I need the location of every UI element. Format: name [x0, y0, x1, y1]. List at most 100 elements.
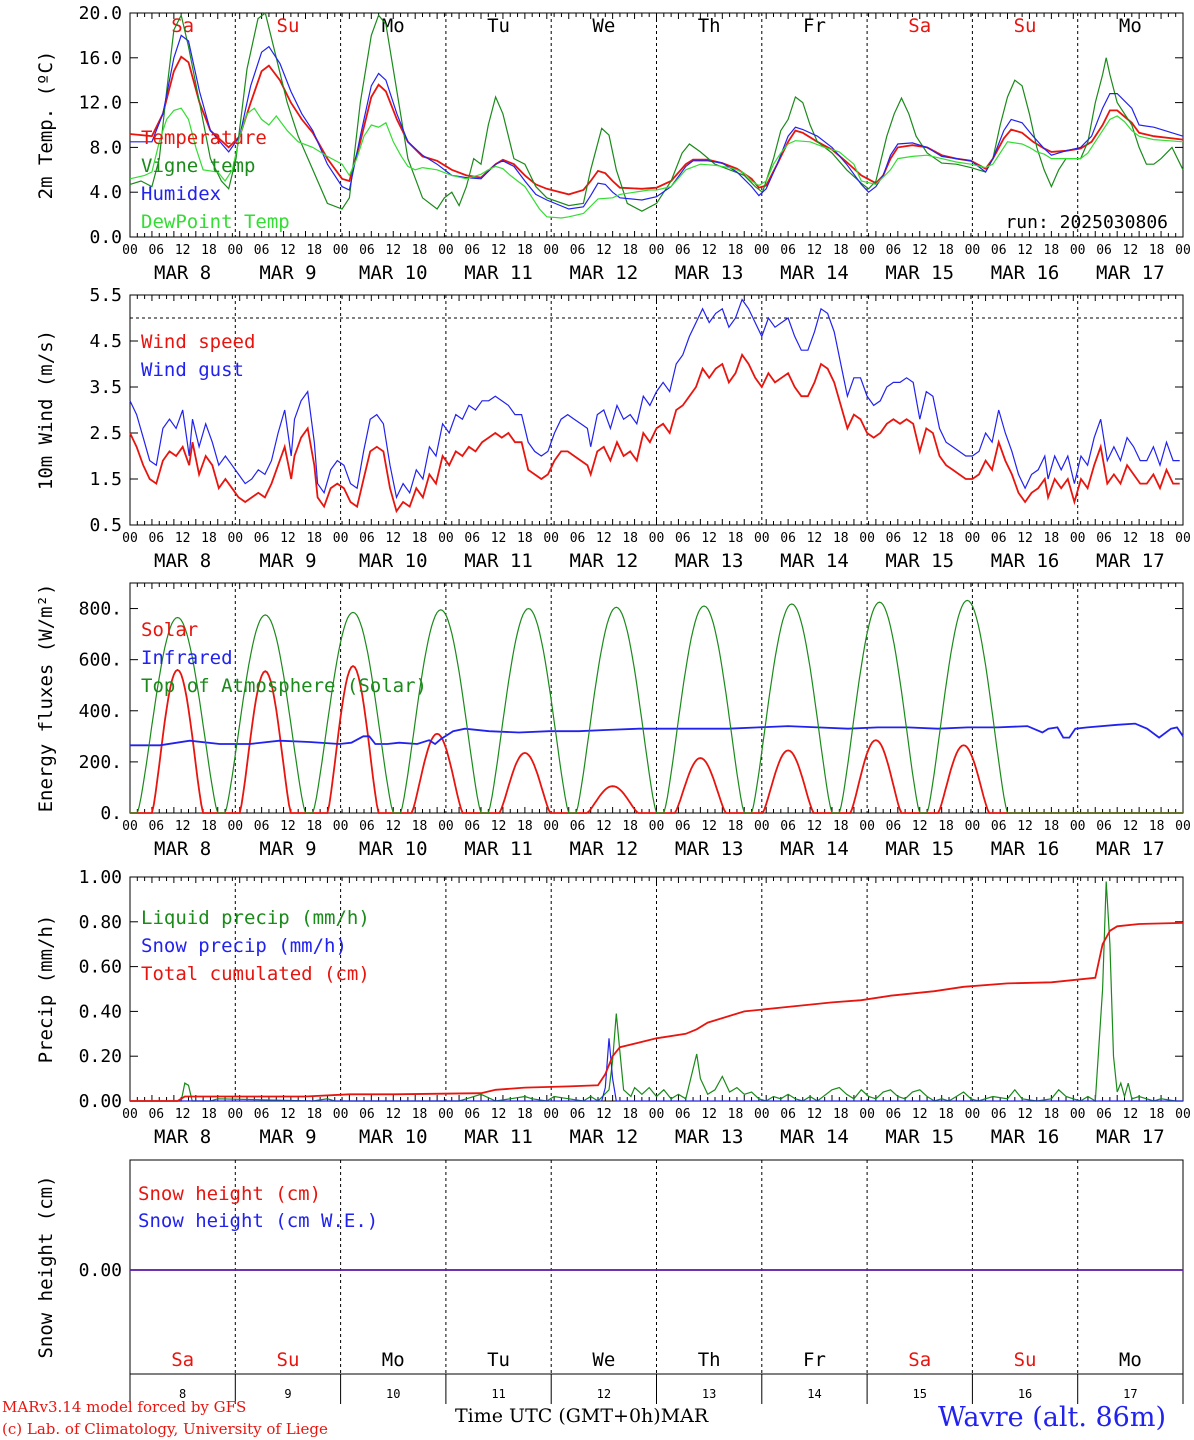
hour-tick-label: 06: [570, 243, 586, 258]
hour-tick-label: 12: [1123, 243, 1139, 258]
y-tick-label: 12.0: [79, 93, 122, 114]
day-name: Th: [698, 1349, 721, 1371]
series-line-wind-gust: [129, 298, 1180, 500]
y-tick-label: 20.0: [79, 3, 122, 24]
legend-entry: Wind gust: [141, 359, 244, 381]
day-number: 14: [807, 1387, 821, 1401]
hour-tick-label: 06: [675, 243, 691, 258]
date-label: MAR 8: [154, 838, 211, 860]
y-tick-label: 8.0: [89, 137, 122, 158]
hour-tick-label: 12: [280, 1107, 296, 1122]
hour-tick-label: 18: [1149, 531, 1165, 546]
date-label: MAR 13: [675, 262, 744, 284]
day-number: 13: [702, 1387, 716, 1401]
y-tick-label: 0.00: [79, 1091, 122, 1112]
hour-tick-label: 00: [965, 819, 981, 834]
hour-tick-label: 18: [517, 531, 533, 546]
hour-tick-label: 06: [254, 243, 270, 258]
y-tick-label: 600.: [79, 650, 122, 671]
y-tick-label: 5.5: [89, 285, 122, 306]
hour-tick-label: 06: [886, 1107, 902, 1122]
hour-tick-label: 00: [1175, 243, 1191, 258]
hour-tick-label: 18: [517, 243, 533, 258]
hour-tick-label: 00: [754, 819, 770, 834]
legend-entry: Vigne temp: [141, 155, 255, 177]
run-annotation: run: 2025030806: [1005, 212, 1168, 233]
hour-tick-label: 06: [464, 243, 480, 258]
hour-tick-label: 12: [596, 243, 612, 258]
hour-tick-label: 06: [570, 819, 586, 834]
hour-tick-label: 00: [227, 243, 243, 258]
hour-tick-label: 06: [464, 819, 480, 834]
hour-tick-label: 12: [491, 1107, 507, 1122]
date-label: MAR 11: [464, 1126, 533, 1148]
hour-tick-label: 12: [175, 531, 191, 546]
y-tick-label: 3.5: [89, 377, 122, 398]
hour-tick-label: 00: [543, 531, 559, 546]
day-number: 12: [597, 1387, 611, 1401]
hour-tick-label: 00: [122, 531, 138, 546]
hour-tick-label: 18: [833, 243, 849, 258]
day-name: Mo: [1119, 1349, 1142, 1371]
hour-tick-label: 00: [1175, 1107, 1191, 1122]
date-label: MAR 13: [675, 838, 744, 860]
hour-tick-label: 18: [1044, 531, 1060, 546]
hour-tick-label: 12: [175, 1107, 191, 1122]
hour-tick-label: 18: [412, 531, 428, 546]
y-axis-label: 10m Wind (m/s): [35, 330, 57, 490]
hour-tick-label: 06: [780, 531, 796, 546]
hour-tick-label: 00: [859, 531, 875, 546]
hour-tick-label: 12: [1123, 531, 1139, 546]
hour-tick-label: 12: [491, 819, 507, 834]
hour-tick-label: 00: [333, 819, 349, 834]
hour-tick-label: 12: [701, 1107, 717, 1122]
hour-tick-label: 00: [1175, 819, 1191, 834]
day-name: Su: [277, 1349, 300, 1371]
hour-tick-label: 12: [912, 1107, 928, 1122]
hour-tick-label: 06: [780, 819, 796, 834]
day-number: 15: [913, 1387, 927, 1401]
hour-tick-label: 12: [385, 819, 401, 834]
hour-tick-label: 06: [886, 531, 902, 546]
hour-tick-label: 06: [148, 819, 164, 834]
hour-tick-label: 18: [833, 1107, 849, 1122]
hour-tick-label: 06: [359, 531, 375, 546]
date-label: MAR 10: [359, 1126, 428, 1148]
y-axis-label: 2m Temp. (ºC): [35, 51, 57, 200]
hour-tick-label: 18: [938, 819, 954, 834]
hour-tick-label: 18: [622, 243, 638, 258]
hour-tick-label: 18: [517, 1107, 533, 1122]
day-name: Sa: [171, 15, 194, 37]
day-name: Mo: [1119, 15, 1142, 37]
hour-tick-label: 00: [438, 243, 454, 258]
hour-tick-label: 06: [1096, 243, 1112, 258]
x-axis-month: MAR: [660, 1405, 709, 1427]
hour-tick-label: 00: [227, 531, 243, 546]
hour-tick-label: 18: [1044, 819, 1060, 834]
date-label: MAR 11: [464, 550, 533, 572]
y-tick-label: 0.20: [79, 1046, 122, 1067]
hour-tick-label: 18: [833, 819, 849, 834]
hour-tick-label: 18: [622, 531, 638, 546]
y-axis-label: Precip (mm/h): [35, 915, 57, 1064]
hour-tick-label: 18: [1149, 243, 1165, 258]
hour-tick-label: 12: [701, 531, 717, 546]
hour-tick-label: 12: [807, 1107, 823, 1122]
hour-tick-label: 00: [122, 243, 138, 258]
hour-tick-label: 18: [1044, 1107, 1060, 1122]
day-number: 11: [491, 1387, 505, 1401]
y-tick-label: 16.0: [79, 48, 122, 69]
series-line-total-cumulated-cm-: [130, 922, 1184, 1102]
hour-tick-label: 00: [543, 1107, 559, 1122]
hour-tick-label: 00: [543, 243, 559, 258]
hour-tick-label: 12: [280, 819, 296, 834]
legend-entry: Wind speed: [141, 331, 255, 353]
hour-tick-label: 06: [464, 1107, 480, 1122]
hour-tick-label: 12: [1017, 1107, 1033, 1122]
date-label: MAR 8: [154, 1126, 211, 1148]
day-name: Mo: [382, 15, 405, 37]
hour-tick-label: 12: [491, 531, 507, 546]
hour-tick-label: 06: [886, 819, 902, 834]
hour-tick-label: 12: [807, 819, 823, 834]
